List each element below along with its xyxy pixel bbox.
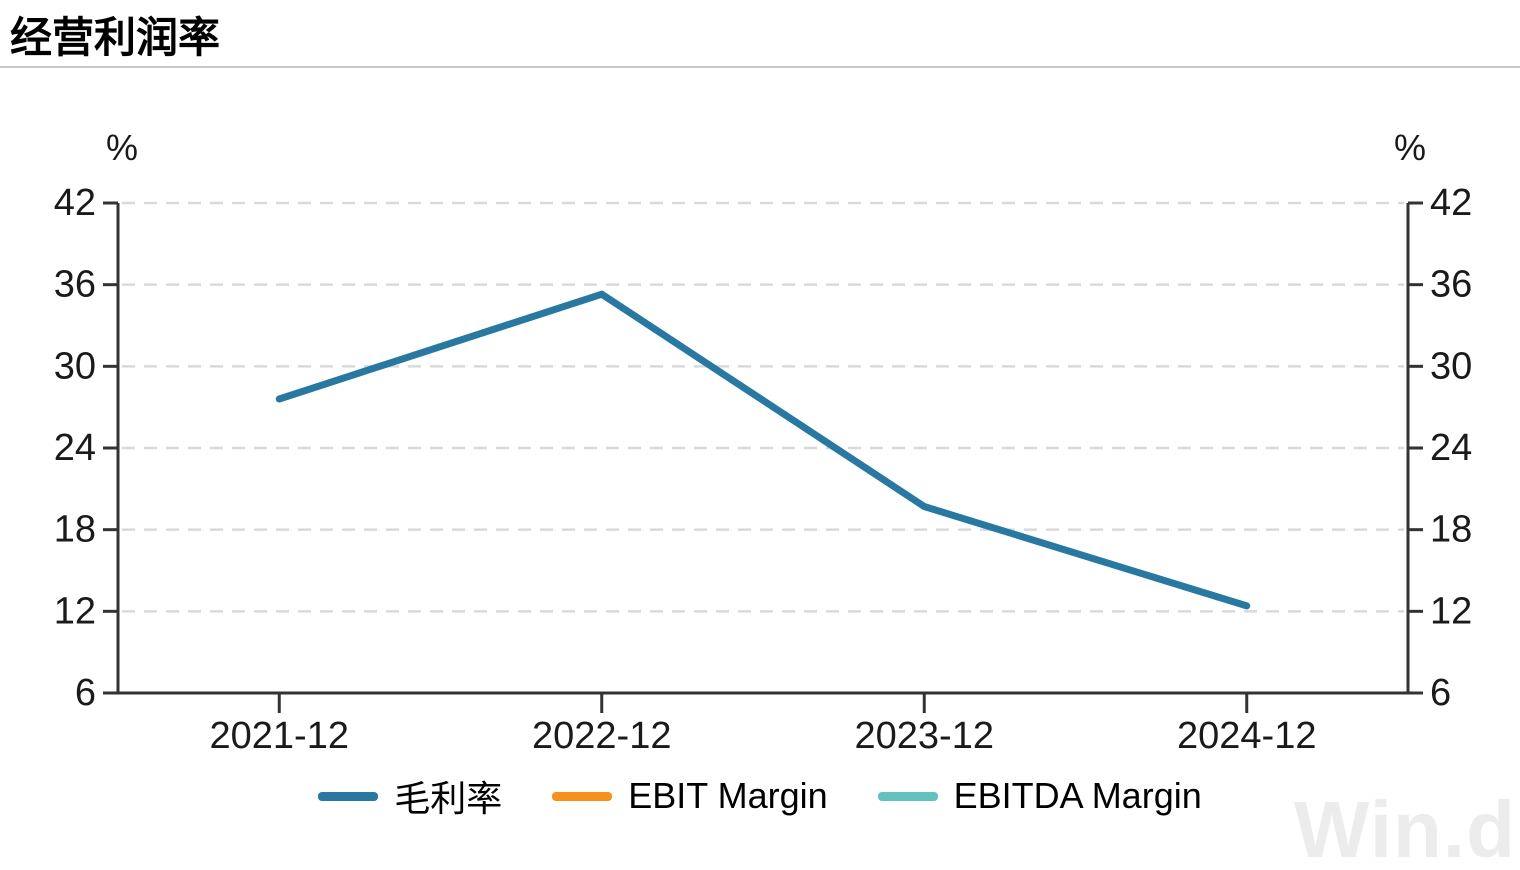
- y-tick-label-left: 30: [54, 345, 96, 387]
- y-tick-label-right: 42: [1430, 182, 1472, 224]
- x-tick-label: 2023-12: [855, 715, 994, 757]
- y-tick-label-right: 30: [1430, 345, 1472, 387]
- y-tick-label-left: 42: [54, 182, 96, 224]
- y-tick-label-right: 24: [1430, 427, 1472, 469]
- y-tick-label-left: 12: [54, 590, 96, 632]
- series-line: [275, 290, 1251, 610]
- y-tick-label-left: 36: [54, 264, 96, 306]
- y-tick-label-left: 6: [75, 672, 96, 714]
- y-tick-label-right: 18: [1430, 509, 1472, 551]
- legend-swatch: [877, 791, 938, 801]
- y-tick-label-right: 36: [1430, 264, 1472, 306]
- x-tick-label: 2022-12: [532, 715, 671, 757]
- legend-item[interactable]: 毛利率: [318, 770, 502, 822]
- line-chart: 6 6 12 12 18 18 24 24 30 30 36 36 42 42% % 2021-12 2022-…: [54, 127, 1473, 757]
- y-unit-right: %: [1394, 127, 1426, 168]
- legend-swatch: [552, 791, 613, 801]
- y-tick-label-left: 18: [54, 509, 96, 551]
- legend-label: EBITDA Margin: [953, 775, 1202, 816]
- x-tick-label: 2024-12: [1177, 715, 1316, 757]
- y-tick-label-right: 6: [1430, 672, 1451, 714]
- legend-item[interactable]: EBITDA Margin: [877, 775, 1202, 817]
- y-tick-label-right: 12: [1430, 590, 1472, 632]
- y-tick-label-left: 24: [54, 427, 96, 469]
- legend-swatch: [318, 791, 379, 801]
- legend: 毛利率 EBIT Margin EBITDA Margin: [0, 770, 1520, 822]
- legend-label: 毛利率: [394, 778, 503, 819]
- watermark: Win.d: [1294, 785, 1516, 870]
- x-tick-label: 2021-12: [210, 715, 349, 757]
- legend-label: EBIT Margin: [628, 775, 828, 816]
- y-unit-left: %: [106, 127, 138, 168]
- header-divider: [0, 66, 1520, 68]
- legend-item[interactable]: EBIT Margin: [552, 775, 828, 817]
- page-title: 经营利润率: [10, 14, 221, 61]
